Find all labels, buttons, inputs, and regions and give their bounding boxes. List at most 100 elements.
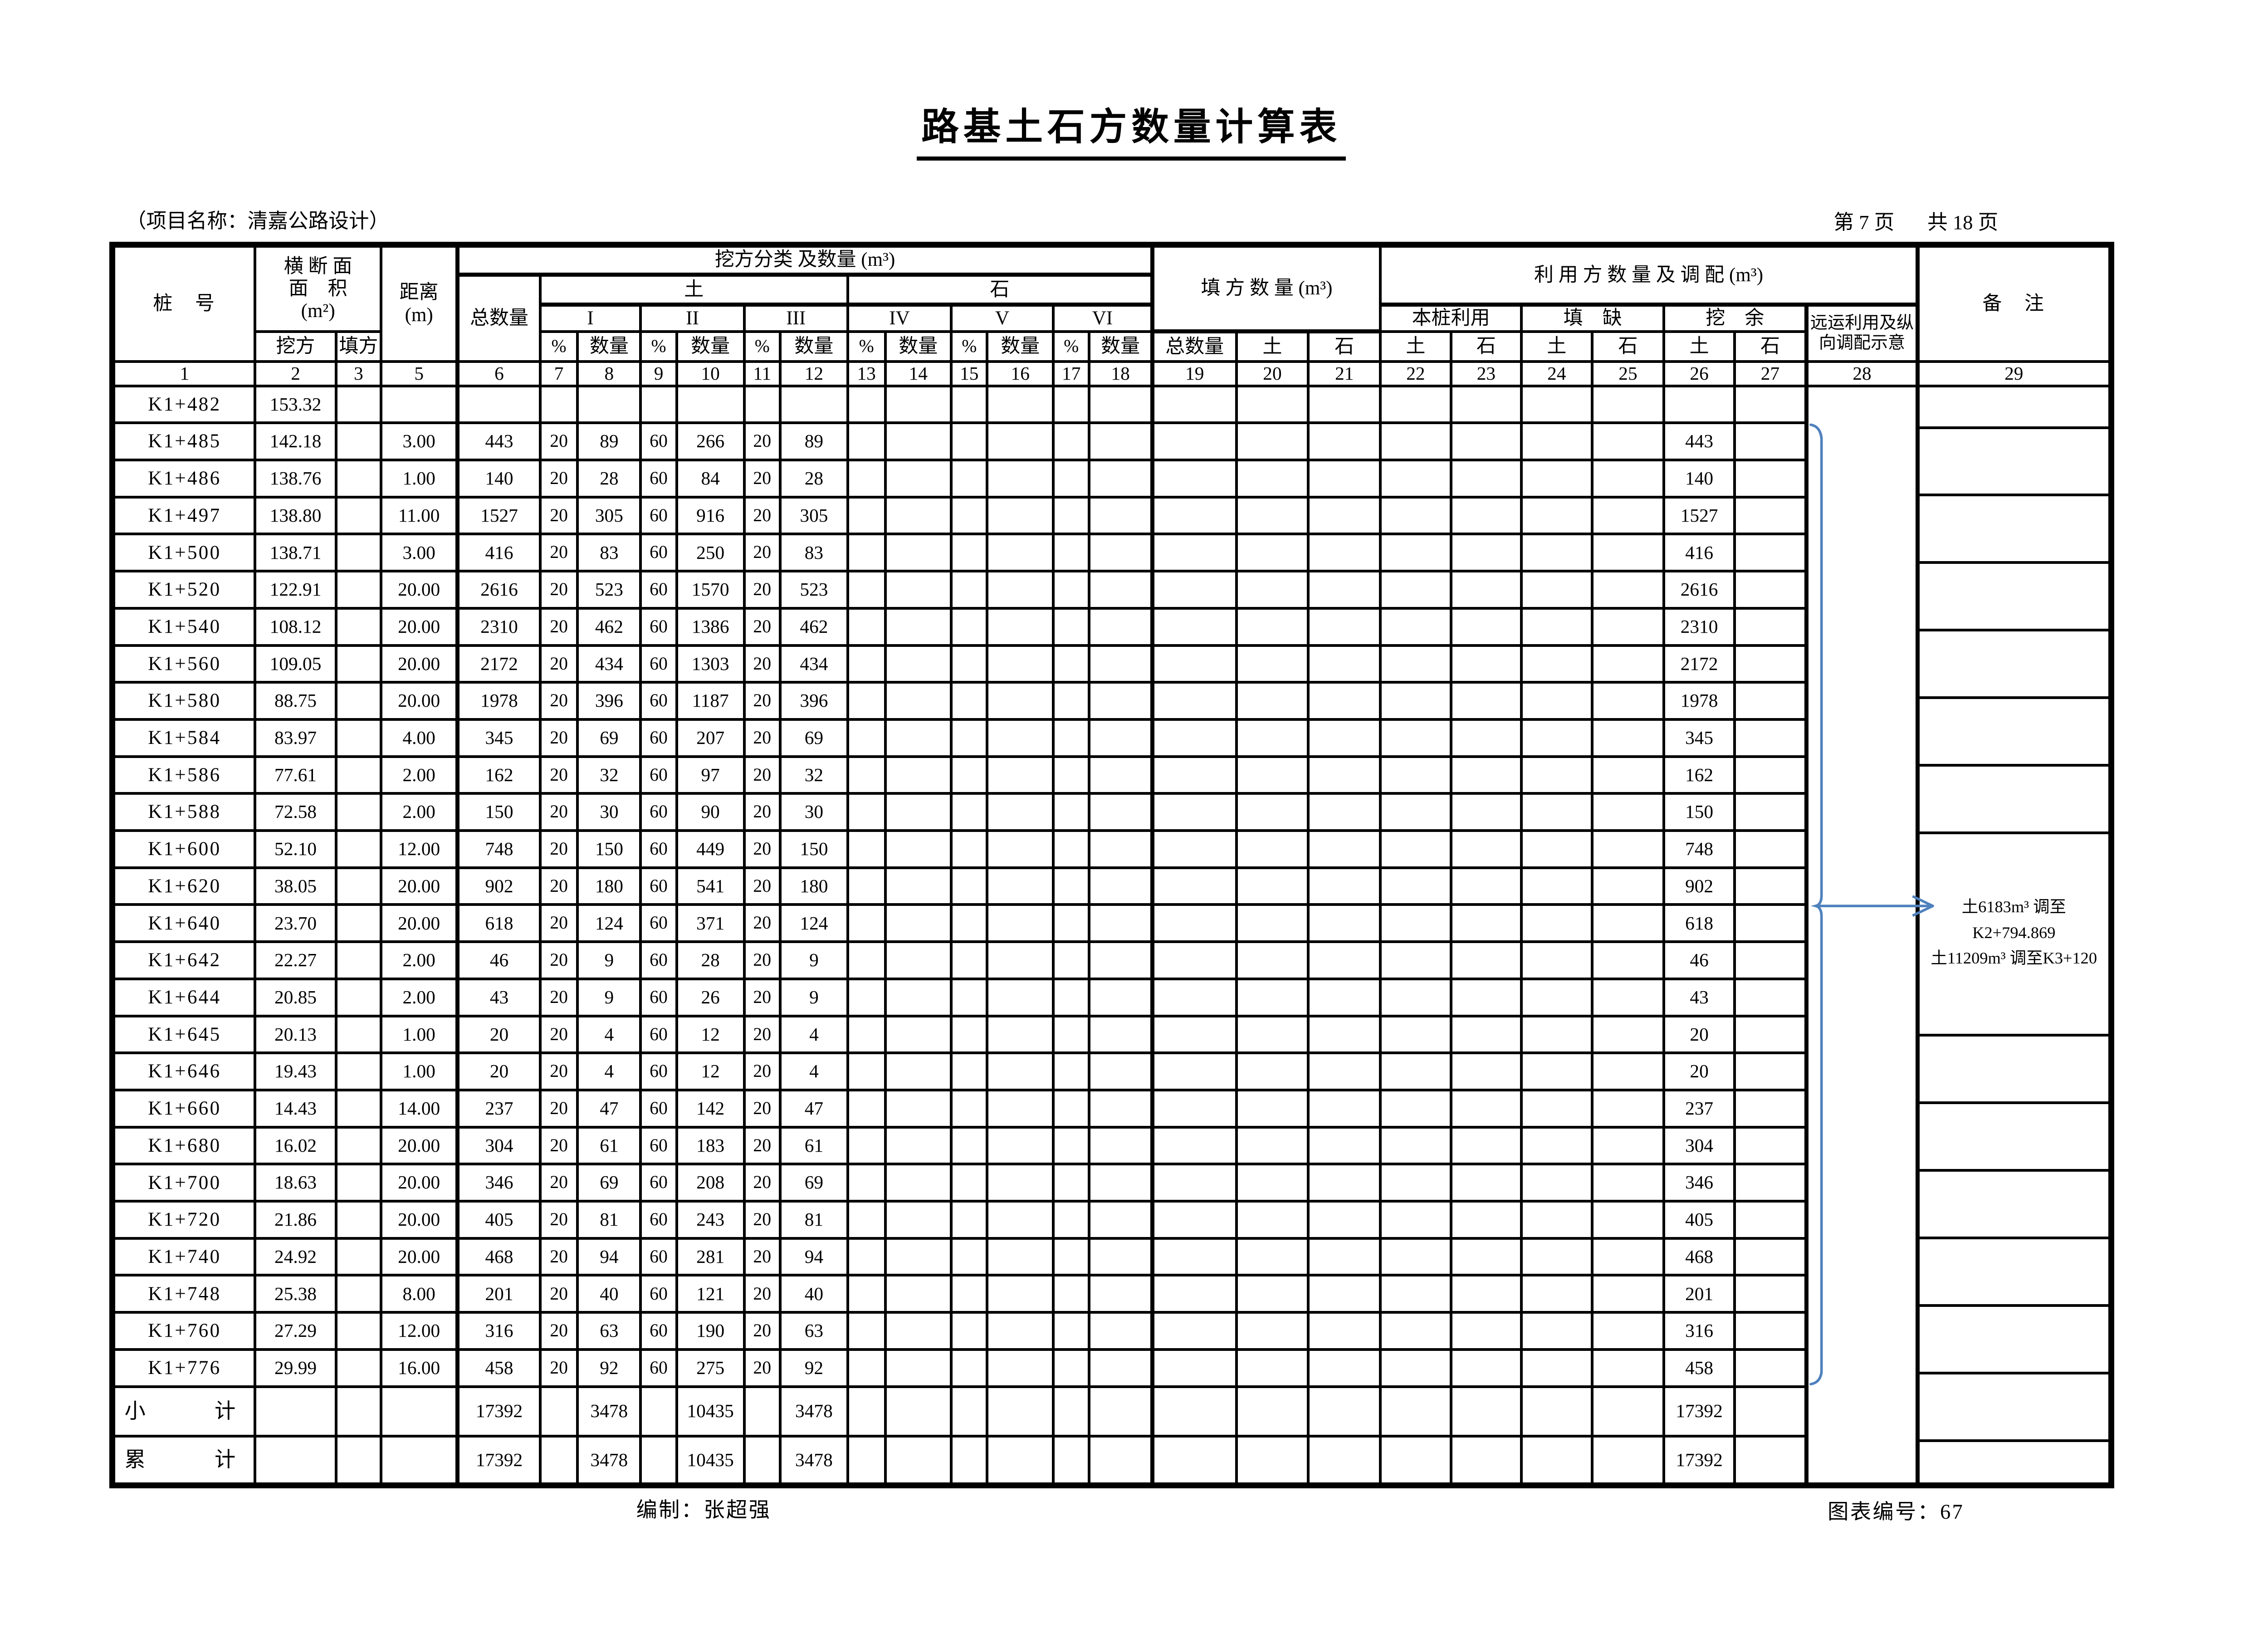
surplus-rock-cell bbox=[1733, 644, 1808, 684]
rock-iv-qty-cell bbox=[884, 459, 953, 499]
rock-v-pct-cell bbox=[950, 1237, 989, 1277]
fill-soil-cell bbox=[1235, 1311, 1310, 1351]
total-qty-cell: 17392 bbox=[455, 1385, 542, 1438]
col-header-stake: 桩 号 bbox=[111, 243, 257, 363]
rock-iv-pct-cell bbox=[846, 1014, 887, 1055]
soil-ii-qty-cell: 208 bbox=[675, 1163, 746, 1203]
rock-vi-qty-cell bbox=[1088, 829, 1154, 869]
fill-soil-cell bbox=[1235, 1434, 1310, 1487]
table-row: K1+700 18.63 20.00 346 20 69 60 208 20 69 346 bbox=[111, 1163, 2111, 1203]
soil-ii-pct-cell: 60 bbox=[639, 1348, 678, 1388]
soil-iii-pct-cell: 20 bbox=[743, 1051, 782, 1091]
local-rock-cell bbox=[1449, 606, 1523, 647]
fill-rock-cell bbox=[1307, 606, 1382, 647]
col-header-pct-4: % bbox=[846, 330, 887, 363]
col-num-8: 8 bbox=[576, 360, 642, 387]
rock-iv-qty-cell bbox=[884, 977, 953, 1017]
soil-i-pct-cell: 20 bbox=[538, 903, 579, 944]
col-header-qty-5: 数量 bbox=[986, 330, 1055, 363]
stake-cell: K1+740 bbox=[111, 1237, 257, 1277]
surplus-rock-cell bbox=[1733, 459, 1808, 499]
col-header-surplus-soil: 土 bbox=[1662, 330, 1736, 363]
table-row: K1+482 153.32 土6183m³ 调至 K2+794.869 土11209m³… bbox=[111, 384, 2113, 1487]
distance-cell: 12.00 bbox=[380, 829, 459, 869]
surplus-soil-cell: 2310 bbox=[1662, 606, 1736, 647]
fill-total-cell bbox=[1150, 940, 1238, 980]
soil-ii-pct-cell: 60 bbox=[639, 718, 678, 758]
total-qty-cell bbox=[455, 384, 542, 425]
distance-cell: 12.00 bbox=[380, 1311, 459, 1351]
soil-iii-qty-cell: 83 bbox=[778, 533, 849, 573]
lack-soil-cell bbox=[1520, 866, 1593, 906]
soil-ii-pct-cell: 60 bbox=[639, 1125, 678, 1166]
header-row-1: 桩 号 横 断 面 面 积 (m²) 距离 (m) 挖方分类 及数量 (m³) … bbox=[111, 243, 2113, 363]
soil-i-qty-cell: 180 bbox=[576, 866, 642, 906]
soil-iii-qty-cell: 305 bbox=[778, 495, 849, 536]
fill-area-cell bbox=[334, 1200, 383, 1240]
lack-soil-cell bbox=[1520, 1385, 1593, 1438]
surplus-soil-cell: 346 bbox=[1662, 1163, 1736, 1203]
remark-column: 土6183m³ 调至 K2+794.869 土11209m³ 调至K3+120 bbox=[1915, 384, 2113, 1487]
soil-iii-qty-cell: 69 bbox=[778, 718, 849, 758]
fill-area-cell bbox=[334, 1051, 383, 1091]
local-soil-cell bbox=[1379, 644, 1452, 684]
fill-area-cell bbox=[334, 866, 383, 906]
soil-iii-qty-cell: 81 bbox=[778, 1200, 849, 1240]
fill-total-cell bbox=[1150, 718, 1238, 758]
soil-i-qty-cell: 63 bbox=[576, 1311, 642, 1351]
local-rock-cell bbox=[1449, 718, 1523, 758]
remark-row-divider bbox=[1919, 1101, 2108, 1104]
rock-v-pct-cell bbox=[950, 718, 989, 758]
soil-iii-pct-cell bbox=[743, 1434, 782, 1487]
fill-area-cell bbox=[334, 384, 383, 425]
rock-vi-pct-cell bbox=[1052, 644, 1091, 684]
local-soil-cell bbox=[1379, 977, 1452, 1017]
fill-area-cell bbox=[334, 681, 383, 721]
rock-v-pct-cell bbox=[950, 755, 989, 795]
stake-cell: K1+485 bbox=[111, 421, 257, 461]
soil-i-pct-cell: 20 bbox=[538, 681, 579, 721]
col-header-cat-2: II bbox=[639, 303, 746, 333]
soil-i-pct-cell: 20 bbox=[538, 644, 579, 684]
table-row: K1+660 14.43 14.00 237 20 47 60 142 20 47 237 bbox=[111, 1089, 2111, 1129]
rock-iv-qty-cell bbox=[884, 1163, 953, 1203]
rock-iv-qty-cell bbox=[884, 384, 953, 425]
rock-vi-qty-cell bbox=[1088, 977, 1154, 1017]
rock-v-qty-cell bbox=[986, 459, 1055, 499]
distance-cell: 14.00 bbox=[380, 1089, 459, 1129]
local-soil-cell bbox=[1379, 1434, 1452, 1487]
rock-vi-pct-cell bbox=[1052, 1434, 1091, 1487]
surplus-soil-cell: 20 bbox=[1662, 1051, 1736, 1091]
rock-vi-qty-cell bbox=[1088, 1014, 1154, 1055]
fill-total-cell bbox=[1150, 755, 1238, 795]
fill-soil-cell bbox=[1235, 644, 1310, 684]
soil-i-qty-cell: 305 bbox=[576, 495, 642, 536]
soil-i-pct-cell bbox=[538, 384, 579, 425]
remark-row-divider bbox=[1919, 1304, 2108, 1307]
soil-ii-pct-cell: 60 bbox=[639, 681, 678, 721]
allocation-annotation-line: 土6183m³ 调至 bbox=[1961, 898, 2066, 916]
soil-iii-qty-cell: 28 bbox=[778, 459, 849, 499]
surplus-rock-cell bbox=[1733, 384, 1808, 425]
rock-v-pct-cell bbox=[950, 1014, 989, 1055]
soil-iii-qty-cell: 3478 bbox=[778, 1385, 849, 1438]
fill-total-cell bbox=[1150, 681, 1238, 721]
col-header-rock-group: 石 bbox=[846, 273, 1154, 307]
lack-soil-cell bbox=[1520, 1237, 1593, 1277]
rock-v-pct-cell bbox=[950, 384, 989, 425]
rock-vi-pct-cell bbox=[1052, 570, 1091, 610]
rock-v-pct-cell bbox=[950, 1274, 989, 1314]
local-rock-cell bbox=[1449, 644, 1523, 684]
col-num-2: 2 bbox=[254, 360, 337, 387]
fill-area-cell bbox=[334, 606, 383, 647]
fill-total-cell bbox=[1150, 1434, 1238, 1487]
fill-total-cell bbox=[1150, 1125, 1238, 1166]
soil-ii-pct-cell: 60 bbox=[639, 792, 678, 832]
lack-soil-cell bbox=[1520, 681, 1593, 721]
remark-row-divider bbox=[1919, 1169, 2108, 1172]
col-header-lack-soil: 土 bbox=[1520, 330, 1593, 363]
fill-soil-cell bbox=[1235, 977, 1310, 1017]
rock-vi-pct-cell bbox=[1052, 1089, 1091, 1129]
surplus-soil-cell: 1527 bbox=[1662, 495, 1736, 536]
stake-cell: K1+540 bbox=[111, 606, 257, 647]
